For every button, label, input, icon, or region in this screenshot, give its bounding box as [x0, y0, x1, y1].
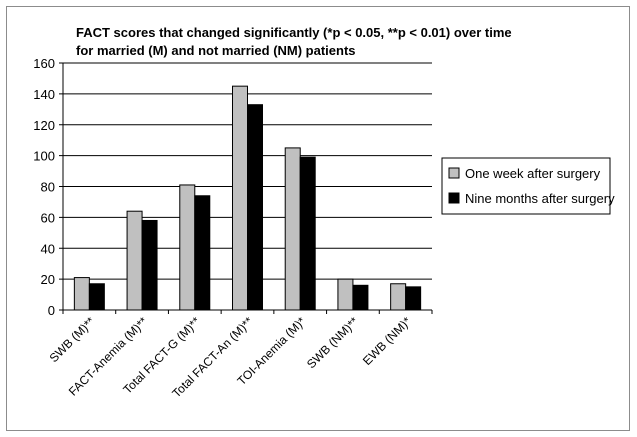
- bar: [352, 284, 369, 311]
- bar: [73, 277, 90, 311]
- legend-box: [441, 157, 611, 215]
- bar: [284, 147, 301, 311]
- legend-swatch-nine-months: [448, 192, 460, 204]
- y-tick-label: 80: [41, 180, 55, 195]
- chart-frame: [6, 6, 630, 431]
- y-tick-label: 0: [48, 303, 55, 318]
- legend-label-nine-months: Nine months after surgery: [465, 191, 615, 206]
- bar: [194, 195, 211, 311]
- bar: [126, 210, 143, 311]
- x-axis-labels: SWB (M)**FACT-Anemia (M)**Total FACT-G (…: [47, 314, 414, 401]
- y-tick-label: 20: [41, 272, 55, 287]
- bar: [337, 278, 354, 311]
- y-axis-ticks: 0 20 40 60 80 100 120 140 160: [33, 56, 63, 318]
- bar: [247, 104, 263, 311]
- axes: [62, 63, 433, 314]
- y-tick-label: 140: [33, 87, 55, 102]
- chart-title-line-2: for married (M) and not married (NM) pat…: [76, 43, 356, 58]
- bar: [141, 219, 158, 311]
- x-category-label: EWB (NM)*: [360, 314, 414, 368]
- chart-title-line-1: FACT scores that changed significantly (…: [76, 25, 512, 40]
- legend-label-one-week: One week after surgery: [465, 166, 601, 181]
- bar: [405, 286, 422, 311]
- bar: [299, 156, 316, 311]
- legend: One week after surgery Nine months after…: [441, 157, 615, 215]
- y-tick-label: 160: [33, 56, 55, 71]
- y-tick-label: 40: [41, 241, 55, 256]
- bar: [232, 85, 248, 311]
- y-tick-label: 60: [41, 210, 55, 225]
- bar: [88, 283, 105, 311]
- y-tick-label: 120: [33, 118, 55, 133]
- x-category-label: SWB (M)**: [47, 314, 98, 365]
- bar: [179, 184, 196, 311]
- bar: [390, 283, 407, 311]
- bars: [73, 85, 422, 311]
- legend-swatch-one-week: [448, 167, 460, 179]
- y-tick-label: 100: [33, 149, 55, 164]
- x-category-label: SWB (NM)**: [304, 314, 361, 371]
